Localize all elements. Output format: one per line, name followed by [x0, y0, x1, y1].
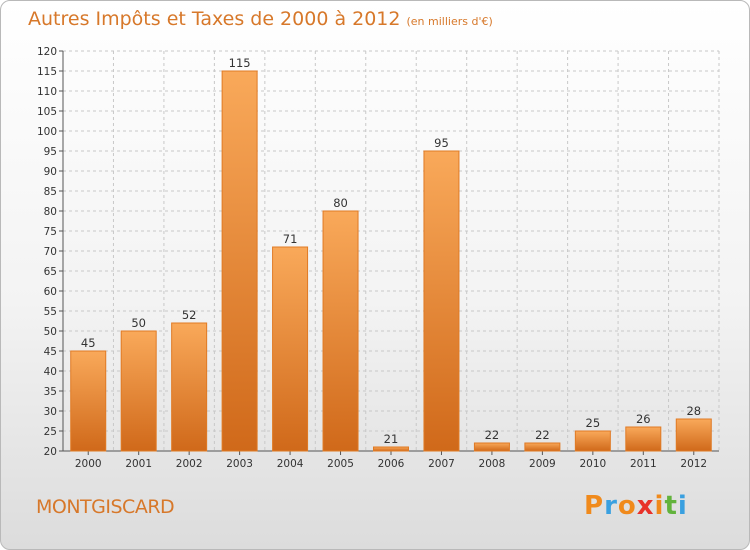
data-label-2008: 22 [485, 428, 500, 442]
labels: 20 25 30 35 40 45 50 55 60 65 70 75 80 85 90 95 100 105 11… [37, 46, 707, 470]
bar-2004[interactable] [272, 246, 309, 452]
chart-title: Autres Impôts et Taxes de 2000 à 2012 (en… [28, 8, 493, 30]
y-tick-label: 110 [37, 86, 57, 98]
bar-2008[interactable] [473, 442, 510, 452]
bars [70, 70, 712, 452]
x-tick-label-2008: 2008 [479, 458, 506, 470]
y-tick-label: 105 [37, 106, 57, 118]
chart-subtitle: (en milliers d'€) [406, 15, 493, 28]
y-tick-label: 30 [44, 406, 57, 418]
data-label-2006: 21 [384, 432, 399, 446]
bar-2012[interactable] [675, 418, 712, 452]
data-label-2003: 115 [229, 56, 251, 70]
bar-2006[interactable] [373, 446, 409, 452]
y-tick-label: 45 [44, 346, 57, 358]
y-tick-label: 100 [37, 126, 57, 138]
y-tick-label: 25 [44, 426, 57, 438]
y-tick-label: 115 [37, 66, 57, 78]
logo-letter: t [664, 491, 678, 521]
grid-lines [62, 50, 720, 452]
logo-letter: o [617, 491, 637, 521]
x-tick-label-2002: 2002 [176, 458, 203, 470]
axes [59, 50, 719, 455]
x-tick-label-2007: 2007 [428, 458, 455, 470]
x-tick-label-2009: 2009 [529, 458, 556, 470]
bar-2002[interactable] [171, 322, 208, 452]
data-label-2009: 22 [535, 428, 550, 442]
y-tick-label: 50 [44, 326, 57, 338]
y-tick-label: 70 [44, 246, 57, 258]
y-tick-label: 80 [44, 206, 57, 218]
bar-2011[interactable] [625, 426, 662, 452]
proxiti-logo[interactable]: Proxiti [584, 491, 688, 521]
data-label-2011: 26 [636, 412, 651, 426]
data-label-2005: 80 [333, 196, 348, 210]
x-tick-label-2001: 2001 [125, 458, 152, 470]
data-label-2010: 25 [586, 416, 601, 430]
x-tick-label-2012: 2012 [680, 458, 707, 470]
y-tick-label: 90 [44, 166, 57, 178]
bar-2001[interactable] [120, 330, 157, 452]
y-tick-label: 85 [44, 186, 57, 198]
y-tick-label: 55 [44, 306, 57, 318]
logo-letter: P [584, 491, 605, 521]
x-tick-label-2004: 2004 [277, 458, 304, 470]
logo-letter: x [636, 491, 655, 521]
y-tick-label: 75 [44, 226, 57, 238]
x-tick-label-2005: 2005 [327, 458, 354, 470]
y-tick-label: 40 [44, 366, 57, 378]
data-label-2000: 45 [81, 336, 96, 350]
bar-2007[interactable] [423, 150, 460, 452]
y-tick-label: 20 [44, 446, 57, 458]
data-label-2004: 71 [283, 232, 298, 246]
data-label-2012: 28 [686, 404, 701, 418]
y-tick-label: 120 [37, 46, 57, 58]
y-tick-label: 95 [44, 146, 57, 158]
bar-2003[interactable] [221, 70, 258, 452]
x-tick-label-2000: 2000 [75, 458, 102, 470]
bar-2010[interactable] [574, 430, 611, 452]
chart-title-text: Autres Impôts et Taxes de 2000 à 2012 [28, 8, 401, 30]
bar-2005[interactable] [322, 210, 359, 452]
y-tick-label: 35 [44, 386, 57, 398]
x-tick-label-2006: 2006 [378, 458, 405, 470]
data-label-2001: 50 [131, 316, 146, 330]
bar-2000[interactable] [70, 350, 107, 452]
logo-letter: i [677, 491, 688, 521]
data-label-2002: 52 [182, 308, 197, 322]
logo-letter: i [654, 491, 665, 521]
commune-name: MONTGISCARD [36, 496, 175, 518]
x-tick-label-2003: 2003 [226, 458, 253, 470]
logo-letter: r [604, 491, 618, 521]
y-tick-label: 65 [44, 266, 57, 278]
bar-2009[interactable] [524, 442, 561, 452]
data-label-2007: 95 [434, 136, 449, 150]
y-tick-label: 60 [44, 286, 57, 298]
x-tick-label-2010: 2010 [579, 458, 606, 470]
x-tick-label-2011: 2011 [630, 458, 657, 470]
